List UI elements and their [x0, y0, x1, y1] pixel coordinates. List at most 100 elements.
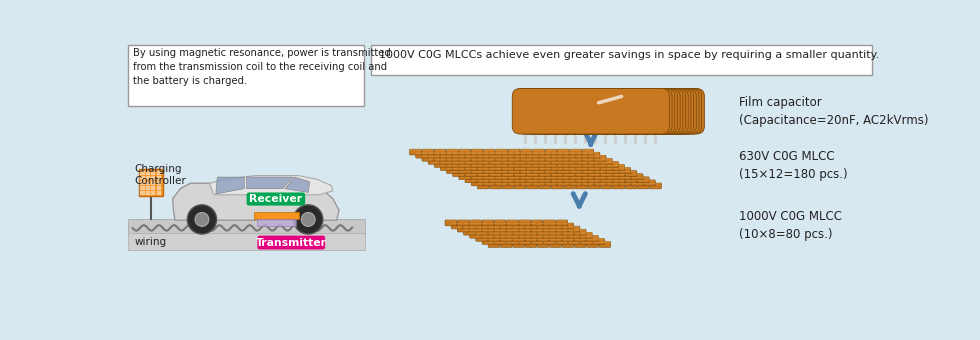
Bar — [576, 177, 587, 178]
FancyBboxPatch shape — [526, 152, 538, 158]
FancyBboxPatch shape — [453, 171, 465, 176]
Bar — [638, 183, 649, 184]
Bar — [490, 171, 501, 172]
FancyBboxPatch shape — [595, 174, 606, 180]
FancyBboxPatch shape — [464, 229, 475, 235]
FancyBboxPatch shape — [558, 162, 569, 167]
FancyBboxPatch shape — [552, 165, 563, 170]
FancyBboxPatch shape — [533, 174, 545, 180]
Bar — [435, 155, 445, 157]
Bar — [484, 168, 495, 169]
FancyBboxPatch shape — [582, 162, 594, 167]
Bar — [503, 164, 514, 166]
Bar — [478, 177, 488, 178]
FancyBboxPatch shape — [558, 180, 569, 186]
Bar — [495, 238, 506, 240]
FancyBboxPatch shape — [552, 158, 563, 164]
Bar — [546, 168, 557, 169]
Bar — [525, 229, 536, 231]
Circle shape — [294, 205, 322, 234]
Bar — [558, 174, 568, 175]
Bar — [589, 177, 600, 178]
Bar — [151, 186, 156, 190]
Bar — [497, 149, 507, 151]
Bar — [608, 180, 617, 181]
FancyBboxPatch shape — [428, 158, 440, 164]
Bar — [458, 220, 468, 221]
FancyBboxPatch shape — [514, 158, 526, 164]
Bar — [140, 171, 145, 175]
FancyBboxPatch shape — [428, 152, 440, 158]
FancyBboxPatch shape — [509, 168, 519, 173]
Bar — [587, 235, 598, 237]
FancyBboxPatch shape — [476, 229, 487, 235]
Bar — [568, 238, 579, 240]
Bar — [595, 168, 606, 169]
Bar — [514, 229, 524, 231]
Polygon shape — [210, 175, 333, 195]
FancyBboxPatch shape — [477, 177, 489, 183]
Bar — [544, 226, 555, 227]
Text: Film capacitor
(Capacitance=20nF, AC2kVrms): Film capacitor (Capacitance=20nF, AC2kVr… — [740, 96, 929, 127]
Bar — [497, 168, 507, 169]
FancyBboxPatch shape — [453, 165, 465, 170]
Bar — [527, 183, 538, 184]
FancyBboxPatch shape — [471, 180, 483, 186]
FancyBboxPatch shape — [525, 229, 537, 235]
Bar — [563, 241, 573, 243]
Bar — [558, 149, 568, 151]
Bar — [490, 152, 501, 154]
FancyBboxPatch shape — [574, 235, 586, 241]
Bar — [558, 180, 568, 181]
FancyBboxPatch shape — [525, 235, 537, 241]
Bar — [533, 161, 544, 163]
Bar — [619, 174, 630, 175]
FancyBboxPatch shape — [523, 88, 680, 134]
Bar — [600, 241, 611, 243]
Bar — [447, 161, 458, 163]
FancyBboxPatch shape — [569, 174, 581, 180]
FancyBboxPatch shape — [422, 155, 433, 161]
Bar — [151, 171, 156, 175]
Bar — [583, 149, 593, 151]
FancyBboxPatch shape — [588, 171, 600, 176]
FancyBboxPatch shape — [488, 235, 500, 241]
Bar — [532, 226, 542, 227]
Bar — [471, 161, 482, 163]
Bar — [470, 232, 481, 234]
FancyBboxPatch shape — [595, 168, 606, 173]
FancyBboxPatch shape — [552, 171, 563, 176]
FancyBboxPatch shape — [501, 229, 513, 235]
FancyBboxPatch shape — [545, 162, 557, 167]
FancyBboxPatch shape — [514, 183, 526, 189]
Bar — [595, 161, 606, 163]
Bar — [503, 158, 514, 160]
Bar — [128, 45, 365, 106]
Circle shape — [301, 212, 316, 226]
FancyBboxPatch shape — [447, 149, 459, 155]
FancyBboxPatch shape — [601, 165, 612, 170]
FancyBboxPatch shape — [564, 177, 575, 183]
FancyBboxPatch shape — [619, 174, 631, 180]
Bar — [521, 155, 531, 157]
Bar — [501, 235, 512, 237]
Bar — [576, 158, 587, 160]
FancyBboxPatch shape — [447, 155, 459, 161]
Bar — [583, 161, 593, 163]
Bar — [546, 149, 557, 151]
FancyBboxPatch shape — [410, 149, 421, 155]
FancyBboxPatch shape — [619, 180, 631, 186]
FancyBboxPatch shape — [582, 174, 594, 180]
FancyBboxPatch shape — [612, 165, 624, 170]
Bar — [544, 238, 555, 240]
Bar — [460, 149, 470, 151]
FancyBboxPatch shape — [612, 183, 624, 189]
Bar — [478, 183, 488, 184]
Bar — [454, 171, 464, 172]
Bar — [509, 174, 519, 175]
Bar — [533, 168, 544, 169]
FancyBboxPatch shape — [539, 177, 551, 183]
Bar — [460, 155, 470, 157]
Bar — [564, 152, 574, 154]
FancyBboxPatch shape — [599, 241, 611, 248]
